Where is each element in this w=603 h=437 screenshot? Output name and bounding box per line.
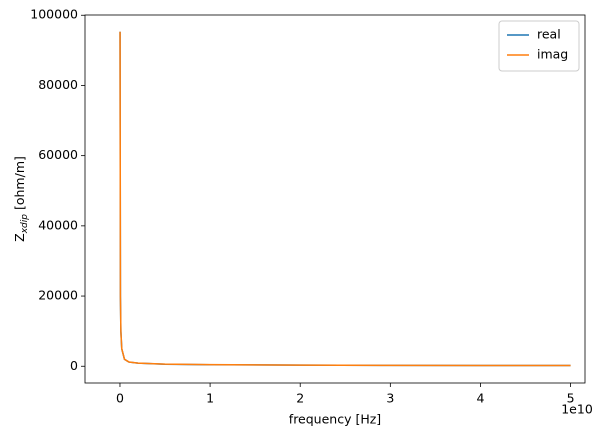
y-tick-label: 80000 [38,77,78,92]
legend-label: real [537,27,561,42]
legend-box [498,20,580,72]
y-label-symbol: Z [12,233,27,242]
y-tick-label: 60000 [38,147,78,162]
x-axis-label: frequency [Hz] [289,412,381,427]
y-tick-label: 20000 [38,288,78,303]
y-label-subscript: xdip [20,214,30,235]
x-tick-label: 5 [567,391,575,406]
x-tick-label: 0 [116,391,124,406]
line-series [119,31,571,367]
x-tick-label: 2 [296,391,304,406]
y-tick-label: 0 [70,358,78,373]
x-tick-label: 3 [386,391,394,406]
y-tick-label: 40000 [38,217,78,232]
y-label-unit: [ohm/m] [12,156,27,210]
x-tick-label: 4 [476,391,484,406]
y-axis-label: Zxdip [ohm/m] [12,156,30,242]
legend: real imag [498,20,580,72]
line-series [119,31,571,367]
y-tick-label: 100000 [30,7,78,22]
legend-label: imag [537,47,568,62]
plot-frame [84,14,586,384]
x-offset-label: 1e10 [561,402,593,417]
x-tick-label: 1 [206,391,214,406]
